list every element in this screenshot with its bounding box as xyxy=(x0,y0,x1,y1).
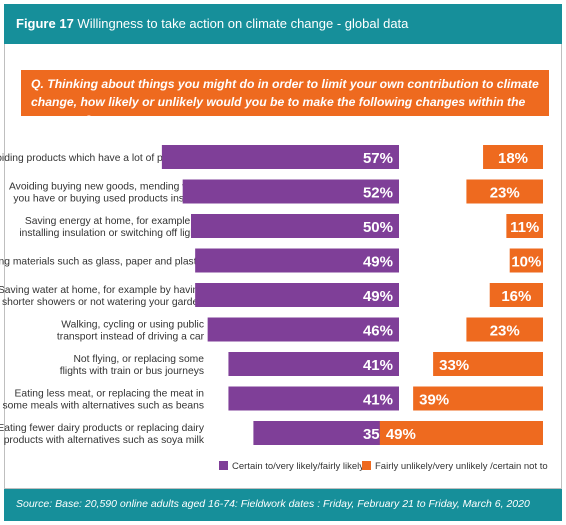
value-label-likely: 52% xyxy=(363,185,393,202)
category-label: Saving energy at home, for example by ins… xyxy=(19,216,205,239)
value-label-unlikely: 33% xyxy=(439,357,469,374)
category-label: Recycling materials such as glass, paper… xyxy=(0,257,204,268)
category-label: Not flying, or replacing some flights wit… xyxy=(60,354,204,377)
source-footer: Source: Base: 20,590 online adults aged … xyxy=(4,489,562,521)
bar-likely xyxy=(161,145,399,169)
bar-likely xyxy=(182,179,399,204)
figure-label: Figure 17 xyxy=(16,16,74,31)
bar-likely xyxy=(195,248,399,273)
category-label: Walking, cycling or using public transpor… xyxy=(57,320,205,343)
bar-likely xyxy=(228,386,399,411)
value-label-unlikely: 39% xyxy=(419,392,449,409)
value-label-likely: 41% xyxy=(363,357,393,374)
source-text: Source: Base: 20,590 online adults aged … xyxy=(16,498,530,510)
bar-likely xyxy=(228,352,399,376)
figure-title: Figure 17 Willingness to take action on … xyxy=(16,16,408,31)
value-label-unlikely: 18% xyxy=(498,150,528,167)
bar-unlikely xyxy=(466,317,543,342)
bar-unlikely xyxy=(413,386,543,411)
value-label-unlikely: 11% xyxy=(510,219,539,236)
figure-header: Figure 17 Willingness to take action on … xyxy=(4,4,562,44)
value-label-likely: 49% xyxy=(363,254,393,271)
value-label-likely: 46% xyxy=(363,323,393,340)
value-label-unlikely: 10% xyxy=(511,254,541,271)
legend-swatch-likely xyxy=(219,461,228,470)
category-label: Eating less meat, or replacing the meat … xyxy=(3,389,205,412)
bar-likely xyxy=(253,421,399,445)
category-label: Avoiding buying new goods, mending what y… xyxy=(9,182,204,205)
value-label-likely: 41% xyxy=(363,392,393,409)
value-label-unlikely: 23% xyxy=(490,323,520,340)
legend-label-unlikely: Fairly unlikely/very unlikely /certain n… xyxy=(375,461,548,472)
value-label-unlikely: 49% xyxy=(386,426,416,443)
figure-title-text: Willingness to take action on climate ch… xyxy=(77,16,409,31)
legend-label-likely: Certain to/very likely/fairly likely xyxy=(232,461,364,472)
value-label-unlikely: 23% xyxy=(490,185,520,202)
bar-unlikely xyxy=(483,145,543,169)
bar-unlikely xyxy=(506,214,543,238)
value-label-likely: 50% xyxy=(363,219,393,236)
bar-likely xyxy=(207,317,399,342)
category-label: Saving water at home, for example by hav… xyxy=(0,285,204,308)
bar-unlikely xyxy=(379,421,543,445)
category-label: Eating fewer dairy products or replacing… xyxy=(0,423,205,446)
question-box: Q. Thinking about things you might do in… xyxy=(21,70,549,127)
value-label-unlikely: 16% xyxy=(501,288,531,305)
bar-unlikely xyxy=(509,248,543,273)
bar-unlikely xyxy=(466,179,543,204)
value-label-likely: 57% xyxy=(363,150,393,167)
legend-swatch-unlikely xyxy=(362,461,371,470)
category-label: Avoiding products which have a lot of pa… xyxy=(0,153,204,164)
bar-unlikely xyxy=(489,283,543,307)
bar-likely xyxy=(191,214,399,238)
bar-unlikely xyxy=(433,352,543,376)
bar-likely xyxy=(195,283,399,307)
value-label-likely: 49% xyxy=(363,288,393,305)
